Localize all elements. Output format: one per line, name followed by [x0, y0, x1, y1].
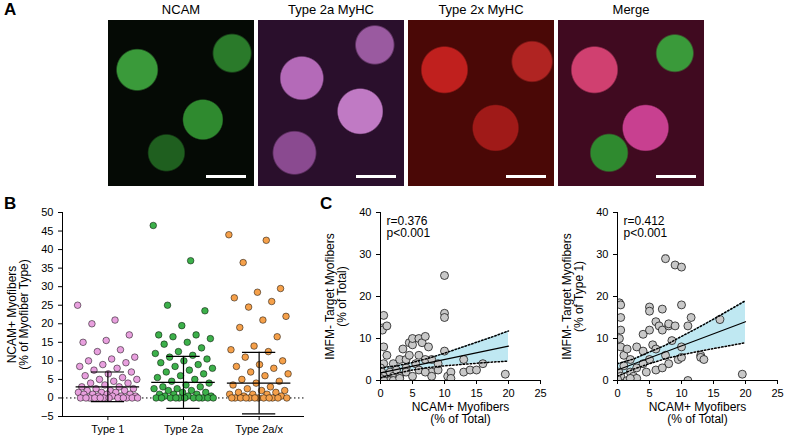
html-text:C: C [320, 194, 333, 213]
html-text:NCAM: NCAM [161, 2, 201, 17]
svg-text:IMFM- Target Myofibers(% of To: IMFM- Target Myofibers(% of Total) [323, 233, 349, 359]
svg-text:r=0.376p<0.001: r=0.376p<0.001 [387, 214, 431, 240]
svg-text:45: 45 [41, 225, 53, 237]
html-text:B: B [4, 194, 17, 213]
html-text:Type 2a MyHC: Type 2a MyHC [288, 2, 374, 17]
svg-text:30: 30 [41, 280, 53, 292]
svg-text:10: 10 [675, 387, 687, 399]
svg-text:20: 20 [596, 290, 608, 302]
svg-text:40: 40 [596, 206, 608, 218]
svg-text:30: 30 [359, 248, 371, 260]
svg-text:−5: −5 [41, 410, 54, 422]
svg-text:Type 2a/x: Type 2a/x [235, 423, 283, 435]
svg-text:25: 25 [771, 387, 783, 399]
svg-text:15: 15 [707, 387, 719, 399]
svg-text:15: 15 [470, 387, 482, 399]
svg-text:40: 40 [359, 206, 371, 218]
svg-text:15: 15 [41, 336, 53, 348]
svg-text:10: 10 [359, 332, 371, 344]
svg-text:r=0.412p<0.001: r=0.412p<0.001 [624, 214, 668, 240]
svg-text:5: 5 [409, 387, 415, 399]
svg-text:40: 40 [41, 243, 53, 255]
svg-text:50: 50 [41, 206, 53, 218]
svg-text:25: 25 [41, 299, 53, 311]
svg-text:0: 0 [365, 374, 371, 386]
svg-text:0: 0 [377, 387, 383, 399]
svg-text:NCAM+ Myofibers(% of Myofiber: NCAM+ Myofibers(% of Myofiber Type) [5, 259, 31, 369]
svg-text:20: 20 [502, 387, 514, 399]
svg-text:20: 20 [359, 290, 371, 302]
svg-text:5: 5 [47, 373, 53, 385]
svg-text:0: 0 [602, 374, 608, 386]
svg-text:20: 20 [41, 317, 53, 329]
svg-text:Type 1: Type 1 [91, 423, 124, 435]
svg-text:30: 30 [596, 248, 608, 260]
html-text:A: A [4, 0, 17, 19]
html-text:Merge: Merge [612, 2, 650, 17]
svg-text:NCAM+ Myofibers(% of Total): NCAM+ Myofibers(% of Total) [649, 400, 747, 426]
svg-text:10: 10 [438, 387, 450, 399]
svg-text:Type 2a: Type 2a [164, 423, 204, 435]
svg-text:10: 10 [41, 354, 53, 366]
svg-text:10: 10 [596, 332, 608, 344]
html-text:Type 2x MyHC: Type 2x MyHC [438, 2, 524, 17]
svg-text:25: 25 [534, 387, 546, 399]
svg-text:0: 0 [47, 391, 53, 403]
svg-text:35: 35 [41, 262, 53, 274]
svg-text:0: 0 [614, 387, 620, 399]
svg-text:5: 5 [646, 387, 652, 399]
svg-text:IMFM- Target Myofibers(% of Ty: IMFM- Target Myofibers(% of Type 1) [560, 233, 586, 359]
svg-text:NCAM+ Myofibers(% of Total): NCAM+ Myofibers(% of Total) [412, 400, 510, 426]
svg-text:20: 20 [739, 387, 751, 399]
